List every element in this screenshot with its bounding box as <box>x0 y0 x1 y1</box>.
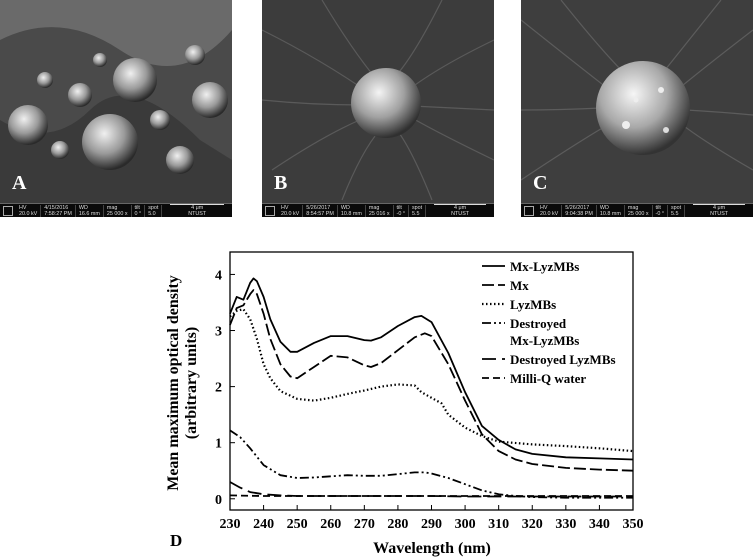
date-value: 5/26/2017 <box>565 204 590 211</box>
sem-panel-a: A HV 20.0 kV 4/15/2016 7:58:27 PM WD 16.6 m… <box>0 0 232 217</box>
series-line-1 <box>229 277 634 461</box>
x-tick-label: 230 <box>220 517 241 532</box>
x-tick-label: 260 <box>320 517 341 532</box>
spot-label: spot <box>148 204 159 211</box>
scale-bar-label: 4 μm <box>454 204 467 211</box>
hv-label: HV <box>19 204 27 211</box>
x-tick-label: 350 <box>623 517 644 532</box>
time-value: 7:58:27 PM <box>44 210 72 217</box>
fei-logo-icon <box>265 205 275 216</box>
x-tick-label: 340 <box>589 517 610 532</box>
x-tick-label: 300 <box>455 517 476 532</box>
sem-image-a <box>0 0 232 217</box>
legend-label: Mx-LyzMBs <box>510 259 579 274</box>
wd-value: 16.6 mm <box>78 210 100 217</box>
sem-image-b <box>262 0 494 217</box>
legend-label: Mx-LyzMBs <box>510 333 579 348</box>
y-axis-label-line2: (arbitrary units) <box>183 327 200 439</box>
y-tick-label: 3 <box>215 325 222 340</box>
x-axis-label: Wavelength (nm) <box>373 540 491 557</box>
spot-value: 5.0 <box>148 210 156 217</box>
series-line-3 <box>229 308 634 453</box>
tilt-label: tilt <box>396 204 402 211</box>
tilt-value: -0 ° <box>655 210 664 217</box>
institution-label: NTUST <box>710 210 729 217</box>
series-line-6 <box>229 494 633 497</box>
panel-letter: C <box>533 172 548 194</box>
x-tick-label: 290 <box>421 517 442 532</box>
legend-label: Destroyed LyzMBs <box>510 352 616 367</box>
institution-label: NTUST <box>451 210 470 217</box>
legend-label: Milli-Q water <box>510 371 586 386</box>
hv-value: 20.0 kV <box>19 210 38 217</box>
x-tick-label: 270 <box>354 517 375 532</box>
mag-value: 25 000 x <box>627 210 649 217</box>
x-tick-label: 330 <box>555 517 576 532</box>
sem-info-bar: HV 20.0 kV 5/26/2017 9:04:38 PM WD 10.8 mm … <box>521 203 753 217</box>
sem-panel-b: B HV 20.0 kV 5/26/2017 8:54:57 PM WD 10.8 m… <box>262 0 494 217</box>
spot-value: 5.5 <box>670 210 679 217</box>
series-line-5 <box>229 481 633 498</box>
y-tick-label: 0 <box>215 493 222 508</box>
wd-value: 10.8 mm <box>340 210 362 217</box>
time-value: 8:54:57 PM <box>306 210 334 217</box>
time-value: 9:04:38 PM <box>565 210 593 217</box>
wd-label: WD <box>340 204 350 211</box>
spot-label: spot <box>670 204 682 211</box>
mag-label: mag <box>106 204 118 211</box>
y-tick-label: 1 <box>215 437 222 452</box>
sem-info-bar: HV 20.0 kV 5/26/2017 8:54:57 PM WD 10.8 mm … <box>262 203 494 217</box>
x-tick-label: 310 <box>488 517 509 532</box>
y-tick-label: 2 <box>215 381 222 396</box>
fei-logo-icon <box>524 205 534 216</box>
y-axis-label-line1: Mean maximum optical density <box>165 275 182 491</box>
hv-label: HV <box>540 204 548 211</box>
x-tick-label: 250 <box>287 517 308 532</box>
hv-label: HV <box>281 204 289 211</box>
institution-label: NTUST <box>188 210 207 217</box>
spot-label: spot <box>411 204 423 211</box>
x-tick-label: 240 <box>253 517 274 532</box>
series-line-4 <box>229 429 633 499</box>
sem-info-bar: HV 20.0 kV 4/15/2016 7:58:27 PM WD 16.6 mm … <box>0 203 232 217</box>
tilt-value: -0 ° <box>396 210 405 217</box>
panel-letter: A <box>12 172 27 194</box>
legend-label: LyzMBs <box>510 297 556 312</box>
panel-letter: B <box>274 172 288 194</box>
x-tick-label: 280 <box>387 517 408 532</box>
legend-label: Destroyed <box>510 316 567 331</box>
wd-label: WD <box>599 204 609 211</box>
hv-value: 20.0 kV <box>540 210 559 217</box>
x-tick-label: 320 <box>522 517 543 532</box>
scale-bar-label: 4 μm <box>191 204 204 211</box>
optical-density-chart: 230 240 250 260 270 280 290 300 310 320 330 340 350 0… <box>165 251 644 557</box>
mag-value: 25 016 x <box>368 210 390 217</box>
wd-label: WD <box>78 204 88 211</box>
tilt-value: 0 ° <box>134 210 142 217</box>
legend-label: Mx <box>510 278 529 293</box>
sem-image-c <box>521 0 753 217</box>
series-line-2 <box>229 289 634 472</box>
panel-label-d: D <box>170 531 182 550</box>
mag-label: mag <box>368 204 380 211</box>
tilt-label: tilt <box>134 204 140 211</box>
mag-value: 25 000 x <box>106 210 128 217</box>
date-value: 5/26/2017 <box>306 204 331 211</box>
scale-bar-label: 4 μm <box>713 204 726 211</box>
hv-value: 20.0 kV <box>281 210 300 217</box>
y-tick-label: 4 <box>215 268 222 283</box>
tilt-label: tilt <box>655 204 661 211</box>
spot-value: 5.5 <box>411 210 420 217</box>
mag-label: mag <box>627 204 639 211</box>
fei-logo-icon <box>3 205 13 216</box>
sem-panel-c: C HV 20.0 kV 5/26/2017 9:04:38 PM WD 10.8 m… <box>521 0 753 217</box>
wd-value: 10.8 mm <box>599 210 621 217</box>
date-value: 4/15/2016 <box>44 204 69 211</box>
